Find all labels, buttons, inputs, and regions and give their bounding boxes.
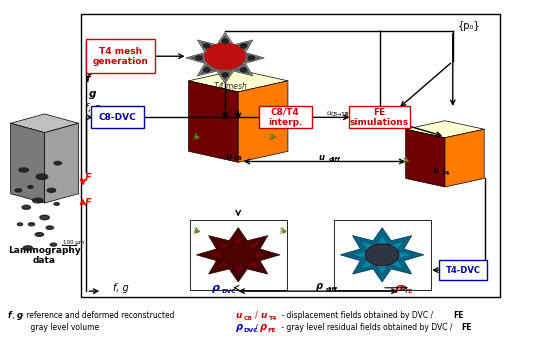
FancyBboxPatch shape [349,106,410,128]
Text: g: g [89,89,97,99]
Text: u: u [327,110,331,116]
Text: C8-DVC: C8-DVC [99,113,137,122]
Text: f, g: f, g [113,283,128,293]
Ellipse shape [40,215,49,220]
Text: ρ: ρ [316,281,323,292]
Ellipse shape [28,186,33,188]
Circle shape [240,68,247,72]
Text: - gray level residual fields obtained by DVC /: - gray level residual fields obtained by… [279,323,454,332]
Polygon shape [406,121,484,138]
FancyBboxPatch shape [259,106,312,128]
Ellipse shape [46,226,53,229]
Text: u: u [319,153,325,162]
Circle shape [205,43,245,69]
Polygon shape [11,123,45,203]
Ellipse shape [36,174,48,180]
Text: FE: FE [462,323,472,332]
Text: gray level volume: gray level volume [21,323,99,332]
Ellipse shape [54,203,59,205]
Circle shape [240,44,247,48]
Circle shape [248,56,254,60]
Text: FE: FE [268,328,276,333]
Text: ρ: ρ [395,283,403,293]
Text: {p₀}: {p₀} [458,21,481,31]
Text: ρ: ρ [235,322,242,332]
Polygon shape [189,81,238,162]
Ellipse shape [47,188,56,193]
Text: - reference and deformed reconstructed: - reference and deformed reconstructed [21,311,175,320]
Text: F: F [85,173,91,183]
FancyBboxPatch shape [91,106,144,128]
Text: F: F [85,198,91,208]
Text: DVC: DVC [222,288,236,294]
Text: /: / [255,311,258,320]
Text: diff: diff [326,287,337,292]
Text: u: u [260,311,266,320]
Text: C8: C8 [233,156,242,161]
Ellipse shape [18,223,22,226]
Polygon shape [11,114,78,133]
Text: ,: , [12,311,17,320]
Polygon shape [445,129,484,187]
Ellipse shape [28,223,35,226]
Text: T4: T4 [268,316,277,321]
Circle shape [222,73,228,77]
Text: - displacement fields obtained by DVC /: - displacement fields obtained by DVC / [279,311,435,320]
Ellipse shape [22,205,30,209]
Polygon shape [340,228,424,282]
Text: u: u [433,166,438,175]
Polygon shape [191,36,259,80]
Circle shape [196,56,202,60]
Polygon shape [406,129,445,187]
Ellipse shape [50,243,57,246]
Text: u: u [225,152,231,161]
Text: C8→T4: C8→T4 [331,112,349,117]
Ellipse shape [33,198,43,203]
Circle shape [203,44,210,48]
Text: C8: C8 [244,316,253,321]
Text: f, g: f, g [85,103,101,113]
Circle shape [365,244,399,266]
Text: f: f [85,74,90,84]
Circle shape [203,68,210,72]
Text: T4: T4 [441,171,449,176]
Polygon shape [238,81,288,162]
Ellipse shape [15,189,21,192]
Text: T4 mesh
generation: T4 mesh generation [92,47,148,65]
Text: u: u [235,311,242,320]
Text: g: g [17,311,23,320]
Polygon shape [207,234,270,275]
Text: |{ROI}: |{ROI} [344,112,362,118]
Text: /: / [255,323,258,332]
FancyBboxPatch shape [86,39,155,74]
Ellipse shape [19,168,28,172]
Polygon shape [186,33,264,83]
Text: T4 mesh: T4 mesh [214,82,247,91]
Circle shape [222,39,228,43]
Text: f: f [8,311,12,320]
Text: ρ: ρ [212,283,220,293]
Ellipse shape [35,233,44,236]
Text: FE
simulations: FE simulations [350,108,409,127]
Text: 100 μm: 100 μm [63,240,84,245]
Ellipse shape [54,161,61,165]
Ellipse shape [23,246,33,250]
Text: diff: diff [329,157,341,162]
Polygon shape [197,228,280,282]
Text: T4-DVC: T4-DVC [446,266,481,275]
Text: FE: FE [405,288,413,294]
Polygon shape [351,234,413,275]
Circle shape [222,244,255,266]
Text: Laminography
data: Laminography data [8,246,81,265]
FancyBboxPatch shape [439,260,487,280]
Text: ρ: ρ [260,322,267,332]
Text: DVC: DVC [243,328,257,333]
Text: FE: FE [453,311,464,320]
Polygon shape [45,123,78,203]
Polygon shape [189,70,288,92]
Text: C8/T4
interp.: C8/T4 interp. [268,108,302,127]
